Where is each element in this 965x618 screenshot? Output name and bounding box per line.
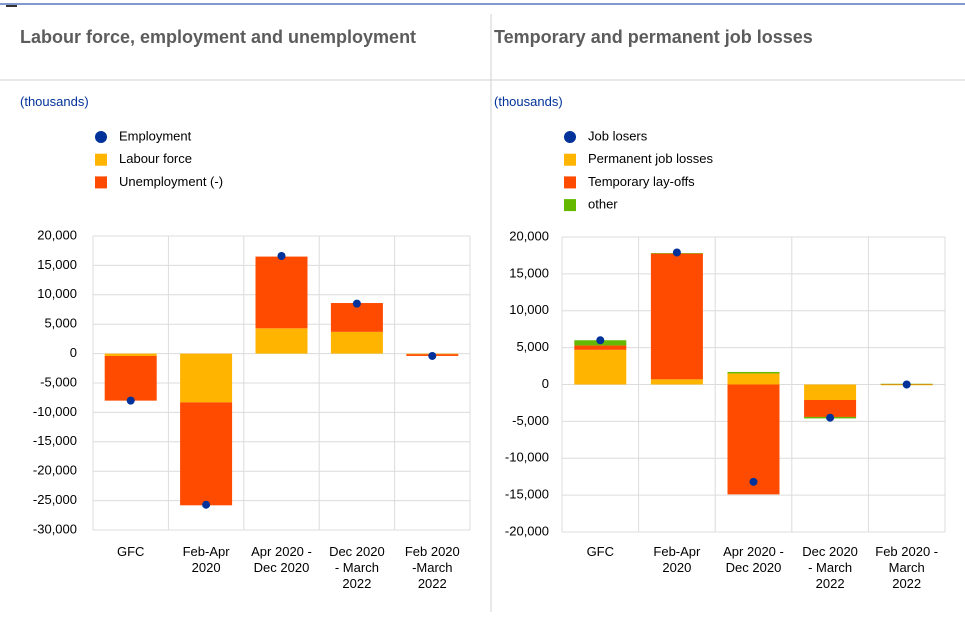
y-tick-label: 0	[70, 345, 77, 360]
dot	[672, 248, 681, 257]
bar-segment	[574, 349, 627, 385]
legend-swatch	[95, 176, 107, 189]
dot	[126, 396, 135, 405]
legend-label: Labour force	[119, 151, 192, 166]
subtitle: (thousands)	[494, 94, 563, 109]
y-tick-label: -20,000	[505, 523, 549, 538]
x-tick-label: GFC	[116, 544, 145, 559]
bar-segment	[255, 328, 308, 354]
y-tick-label: 15,000	[509, 265, 549, 280]
y-tick-label: 0	[542, 376, 549, 391]
y-tick-label: 5,000	[516, 339, 549, 354]
dot	[596, 336, 605, 345]
bar-segment	[255, 256, 308, 329]
bar-segment	[330, 331, 383, 354]
dot	[902, 380, 911, 389]
dot	[202, 500, 211, 509]
x-tick-label: Feb-Apr 2020	[182, 544, 230, 575]
bar-segment	[104, 355, 157, 401]
y-tick-label: -30,000	[33, 521, 77, 536]
legend-swatch	[95, 131, 107, 143]
y-tick-label: -10,000	[33, 404, 77, 419]
legend-swatch	[564, 176, 576, 189]
legend-label: Temporary lay-offs	[588, 174, 695, 189]
bar-segment	[804, 384, 857, 400]
chart-title: Labour force, employment and unemploymen…	[20, 27, 417, 47]
bar-segment	[804, 399, 857, 417]
x-tick-label: Feb-Apr 2020	[653, 544, 701, 575]
x-tick-label: Dec 2020 - March 2022	[802, 544, 858, 591]
legend-swatch	[564, 199, 576, 212]
y-tick-label: 10,000	[37, 286, 77, 301]
bar-segment	[180, 353, 233, 403]
dot	[826, 413, 835, 422]
bar-segment	[727, 384, 780, 495]
x-tick-label: Dec 2020 - March 2022	[329, 544, 385, 591]
legend-swatch	[95, 153, 107, 166]
y-tick-label: -15,000	[505, 487, 549, 502]
dot	[749, 477, 758, 486]
x-tick-label: Apr 2020 - Dec 2020	[723, 544, 784, 575]
y-tick-label: 20,000	[509, 228, 549, 243]
x-tick-label: Apr 2020 - Dec 2020	[251, 544, 312, 575]
y-tick-label: -5,000	[512, 413, 549, 428]
y-tick-label: 10,000	[509, 302, 549, 317]
dot	[277, 251, 286, 260]
bar-segment	[727, 373, 780, 385]
y-tick-label: -5,000	[40, 374, 77, 389]
dot	[428, 351, 437, 360]
y-tick-label: -15,000	[33, 433, 77, 448]
x-tick-label: GFC	[586, 544, 615, 559]
y-tick-label: -20,000	[33, 463, 77, 478]
y-tick-label: 20,000	[37, 227, 77, 242]
legend-label: Permanent job losses	[588, 151, 714, 166]
subtitle: (thousands)	[20, 94, 89, 109]
bar-segment	[727, 371, 780, 374]
bar-segment	[180, 402, 233, 506]
legend-label: Job losers	[588, 128, 648, 143]
legend-swatch	[564, 153, 576, 166]
bar-segment	[574, 345, 627, 350]
y-tick-label: 15,000	[37, 257, 77, 272]
bar-segment	[650, 253, 703, 380]
y-tick-label: 5,000	[44, 316, 77, 331]
y-tick-label: -10,000	[505, 450, 549, 465]
legend-label: Unemployment (-)	[119, 174, 223, 189]
legend-label: Employment	[119, 128, 192, 143]
x-tick-label: Feb 2020 -March 2022	[404, 544, 460, 591]
chart-title: Temporary and permanent job losses	[494, 27, 813, 47]
dot	[352, 299, 361, 308]
bar-segment	[330, 303, 383, 332]
bar-segment	[650, 379, 703, 385]
x-tick-label: Feb 2020 - March 2022	[875, 544, 939, 591]
legend-label: other	[588, 197, 618, 212]
bar-segment	[104, 353, 157, 356]
y-tick-label: -25,000	[33, 492, 77, 507]
legend-swatch	[564, 131, 576, 143]
